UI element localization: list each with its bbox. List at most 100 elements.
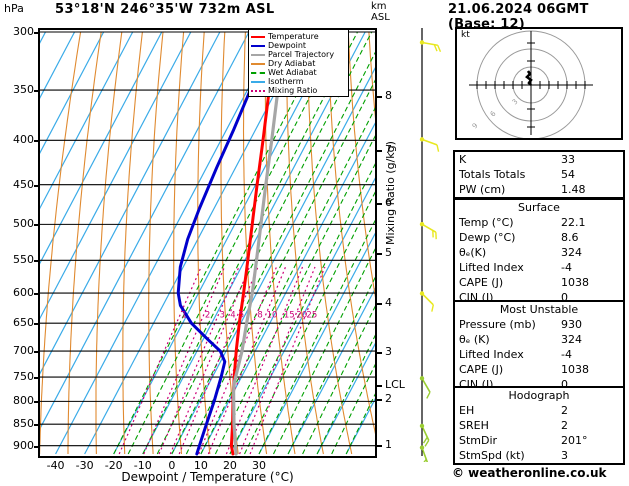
profile-lines (176, 30, 287, 456)
stat-row: SREH 2 (455, 418, 623, 433)
pressure-tick (34, 401, 39, 404)
isobar-lines (40, 31, 375, 447)
temperature-tick-label: -40 (46, 459, 65, 472)
legend-swatch (251, 62, 265, 65)
pressure-tick-label: 600 (13, 286, 34, 300)
stat-key: Pressure (mb) (459, 318, 536, 331)
pressure-tick (34, 323, 39, 326)
panel-title: Surface (518, 201, 560, 214)
stat-row: Pressure (mb) 930 (455, 317, 623, 332)
stat-value: 324 (561, 333, 582, 346)
skewt-plot-area: 1 2 3 4 5 8 10 15 20 25 (40, 30, 375, 456)
pressure-tick (34, 224, 39, 227)
stat-row: Dewp (°C) 8.6 (455, 230, 623, 245)
height-unit-line1: km (371, 1, 387, 12)
stat-value: -4 (561, 348, 572, 361)
pressure-unit-label: hPa (4, 2, 24, 15)
stat-row: Totals Totals 54 (455, 167, 623, 182)
svg-text:4: 4 (230, 310, 235, 320)
stat-value: 8.6 (561, 231, 579, 244)
height-tick (377, 445, 382, 448)
pressure-tick (34, 32, 39, 34)
stat-key: Dewp (°C) (459, 231, 516, 244)
svg-text:3: 3 (511, 98, 520, 107)
height-tick-label: 2 (385, 391, 392, 405)
copyright-label: © weatheronline.co.uk (452, 466, 607, 480)
temperature-tick-label: -20 (104, 459, 123, 472)
stat-row: StmDir 201° (455, 433, 623, 448)
pressure-tick-label: 450 (13, 177, 34, 191)
legend-label: Wet Adiabat (268, 67, 317, 77)
stat-value: -4 (561, 261, 572, 274)
svg-text:6: 6 (489, 109, 498, 118)
height-tick (377, 398, 382, 401)
stat-row: θₑ(K) 324 (455, 245, 623, 260)
wind-barb (419, 376, 431, 399)
legend-swatch (251, 71, 265, 74)
wind-barb-column (410, 22, 450, 469)
stat-value: 0 (561, 378, 568, 391)
temperature-tick-label: 30 (252, 459, 266, 472)
svg-text:8: 8 (257, 310, 262, 320)
stat-value: 201° (561, 434, 588, 447)
legend-label: Isotherm (268, 76, 304, 86)
pressure-tick-label: 700 (13, 344, 34, 358)
hodograph-unit-label: kt (460, 30, 471, 40)
temperature-tick-label: -10 (133, 459, 152, 472)
svg-text:25: 25 (306, 310, 317, 320)
height-tick-label: 4 (385, 296, 392, 310)
height-tick-label: 6 (385, 195, 392, 209)
height-unit-label: km ASL (371, 1, 390, 23)
stat-value: 1038 (561, 363, 589, 376)
legend-swatch (251, 80, 265, 83)
stat-value: 2 (561, 404, 568, 417)
legend-swatch (251, 44, 265, 47)
xaxis-title: Dewpoint / Temperature (°C) (121, 470, 294, 484)
height-tick (377, 253, 382, 256)
legend-label: Temperature (268, 31, 319, 41)
stat-value: 3 (561, 449, 568, 462)
legend-label: Parcel Trajectory (268, 49, 335, 59)
mixing-ratio-labels: 1 2 3 4 5 8 10 15 20 25 (181, 310, 317, 320)
wind-barb (419, 291, 434, 312)
pressure-tick (34, 260, 39, 263)
skewt-canvas: 1 2 3 4 5 8 10 15 20 25 (40, 30, 375, 456)
wind-barb (419, 221, 437, 240)
stat-key: StmSpd (kt) (459, 449, 525, 462)
stat-key: PW (cm) (459, 183, 506, 196)
wind-barb (419, 137, 440, 152)
stat-key: Lifted Index (459, 348, 524, 361)
stat-row: CAPE (J) 1038 (455, 275, 623, 290)
temperature-tick-label: 0 (168, 459, 176, 472)
stat-row: StmSpd (kt) 3 (455, 448, 623, 463)
stat-value: 22.1 (561, 216, 586, 229)
stat-value: 930 (561, 318, 582, 331)
legend: Temperature Dewpoint Parcel Trajectory Dry … (248, 29, 349, 97)
height-unit-line2: ASL (371, 12, 390, 23)
legend-item: Isotherm (251, 77, 346, 86)
stat-value: 1038 (561, 276, 589, 289)
height-tick (377, 96, 382, 99)
lcl-tick (377, 384, 382, 387)
stat-value: 1.48 (561, 183, 586, 196)
height-tick-label: 1 (385, 438, 392, 452)
temperature-tick-label: 20 (222, 459, 237, 472)
lcl-label: LCL (385, 377, 405, 391)
height-tick (377, 150, 382, 153)
stat-value: 54 (561, 168, 575, 181)
height-tick-label: 8 (385, 89, 392, 103)
stat-row: Lifted Index -4 (455, 260, 623, 275)
pressure-tick (34, 445, 39, 448)
stat-key: Temp (°C) (459, 216, 514, 229)
stat-key: StmDir (459, 434, 498, 447)
legend-label: Dry Adiabat (268, 58, 316, 68)
wind-barb (419, 40, 442, 52)
pressure-tick-label: 550 (13, 253, 34, 267)
svg-text:10: 10 (267, 310, 278, 320)
pressure-tick (34, 184, 39, 187)
stat-key: K (459, 153, 467, 166)
legend-item: Dewpoint (251, 41, 346, 50)
stat-row: EH 2 (455, 403, 623, 418)
hodograph-panel: 3 6 9 (455, 27, 623, 140)
svg-text:2: 2 (205, 310, 210, 320)
